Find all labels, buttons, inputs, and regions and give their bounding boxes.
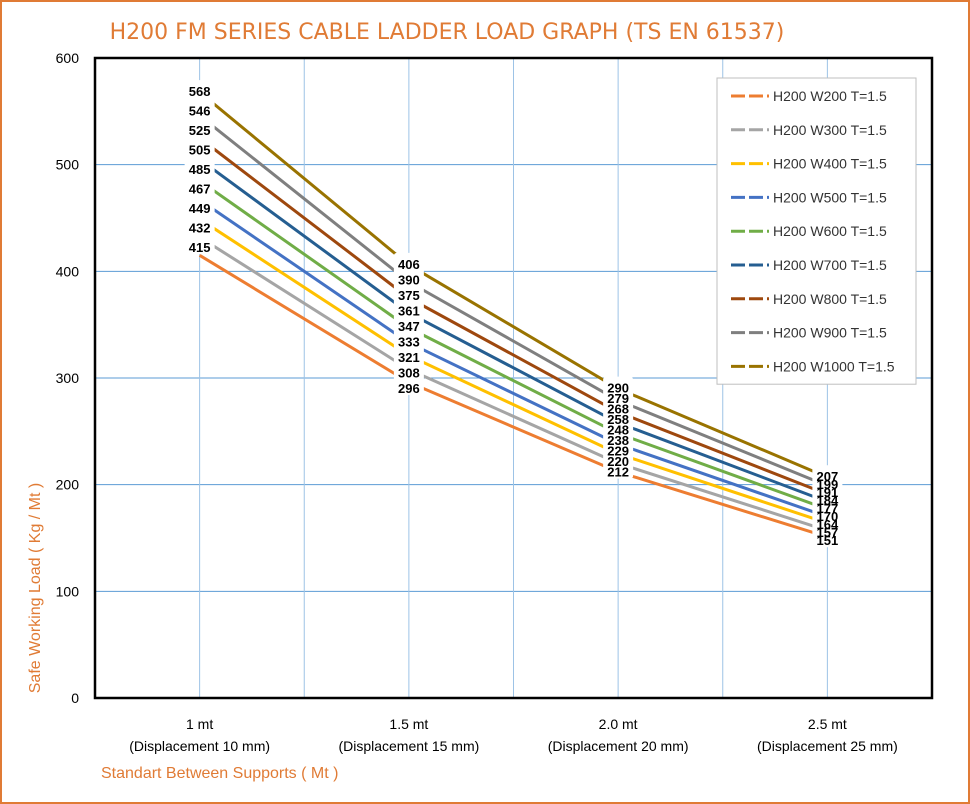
data-label: 505 [189, 143, 211, 158]
data-label: 207 [817, 469, 839, 484]
legend-label: H200 W400 T=1.5 [773, 156, 887, 172]
series-line-9 [198, 90, 828, 479]
legend-label: H200 W1000 T=1.5 [773, 358, 895, 374]
y-tick-label: 600 [56, 50, 80, 66]
data-label: 406 [398, 257, 420, 272]
data-label: 290 [607, 381, 629, 396]
legend-label: H200 W500 T=1.5 [773, 189, 887, 205]
chart-title: H200 FM SERIES CABLE LADDER LOAD GRAPH (… [110, 20, 785, 45]
data-label: 157 [817, 525, 839, 540]
legend-label: H200 W600 T=1.5 [773, 223, 887, 239]
legend-label: H200 W200 T=1.5 [773, 88, 887, 104]
y-tick-label: 200 [56, 477, 80, 493]
data-label-box [812, 465, 843, 548]
series-line-4 [198, 198, 828, 519]
legend-label: H200 W900 T=1.5 [773, 325, 887, 341]
legend-label: H200 W300 T=1.5 [773, 122, 887, 138]
legend: H200 W200 T=1.5 H200 W300 T=1.5 H200 W400 … [716, 77, 917, 385]
x-axis-title: Standart Between Supports ( Mt ) [101, 765, 338, 782]
series-line-5 [198, 179, 828, 511]
x-tick-sublabel: (Displacement 10 mm) [129, 738, 270, 754]
data-label: 279 [607, 391, 629, 406]
data-label: 164 [817, 517, 839, 532]
data-label: 432 [189, 221, 211, 236]
data-label: 248 [607, 423, 629, 438]
data-label: 229 [607, 444, 629, 459]
data-label-box [603, 376, 634, 479]
y-tick-label: 400 [56, 263, 80, 279]
series-line-3 [198, 217, 828, 525]
series-line-7 [198, 136, 828, 496]
y-axis-title: Safe Working Load ( Kg / Mt ) [27, 483, 44, 693]
data-label: 415 [189, 240, 211, 255]
data-label: 390 [398, 272, 420, 287]
data-label: 467 [189, 182, 211, 197]
y-tick-label: 500 [56, 157, 80, 173]
data-label: 568 [189, 84, 211, 99]
data-label: 375 [398, 288, 420, 303]
data-label: 308 [398, 365, 420, 380]
data-label: 449 [189, 201, 211, 216]
x-tick-label: 2.5 mt [808, 716, 847, 732]
data-label: 546 [189, 104, 211, 119]
data-label: 268 [607, 402, 629, 417]
series-line-8 [198, 114, 828, 488]
x-tick-sublabel: (Displacement 15 mm) [338, 738, 479, 754]
y-tick-label: 300 [56, 370, 80, 386]
series-line-1 [198, 254, 828, 539]
data-label: 191 [817, 485, 839, 500]
data-label: 212 [607, 465, 629, 480]
data-label: 333 [398, 334, 420, 349]
data-label: 296 [398, 381, 420, 396]
x-tick-label: 2.0 mt [599, 716, 638, 732]
data-label: 361 [398, 303, 420, 318]
y-tick-label: 0 [71, 690, 79, 706]
data-label: 199 [817, 477, 839, 492]
data-label: 485 [189, 162, 211, 177]
data-label: 238 [607, 433, 629, 448]
data-label: 170 [817, 509, 839, 524]
data-label: 177 [817, 501, 839, 516]
legend-label: H200 W800 T=1.5 [773, 291, 887, 307]
series-line-2 [198, 235, 828, 532]
plot-border [93, 56, 934, 700]
x-tick-sublabel: (Displacement 20 mm) [548, 738, 689, 754]
x-tick-label: 1.5 mt [389, 716, 428, 732]
data-label: 321 [398, 350, 420, 365]
data-label-box [184, 80, 215, 255]
data-label: 258 [607, 412, 629, 427]
data-label-box [393, 252, 424, 395]
data-label: 220 [607, 454, 629, 469]
data-label: 184 [817, 493, 839, 508]
legend-label: H200 W700 T=1.5 [773, 257, 887, 273]
x-tick-label: 1 mt [186, 716, 213, 732]
y-tick-label: 100 [56, 583, 80, 599]
x-tick-sublabel: (Displacement 25 mm) [757, 738, 898, 754]
data-label: 151 [817, 533, 839, 548]
data-label: 347 [398, 319, 420, 334]
data-label: 525 [189, 123, 211, 138]
series-line-6 [198, 158, 828, 504]
